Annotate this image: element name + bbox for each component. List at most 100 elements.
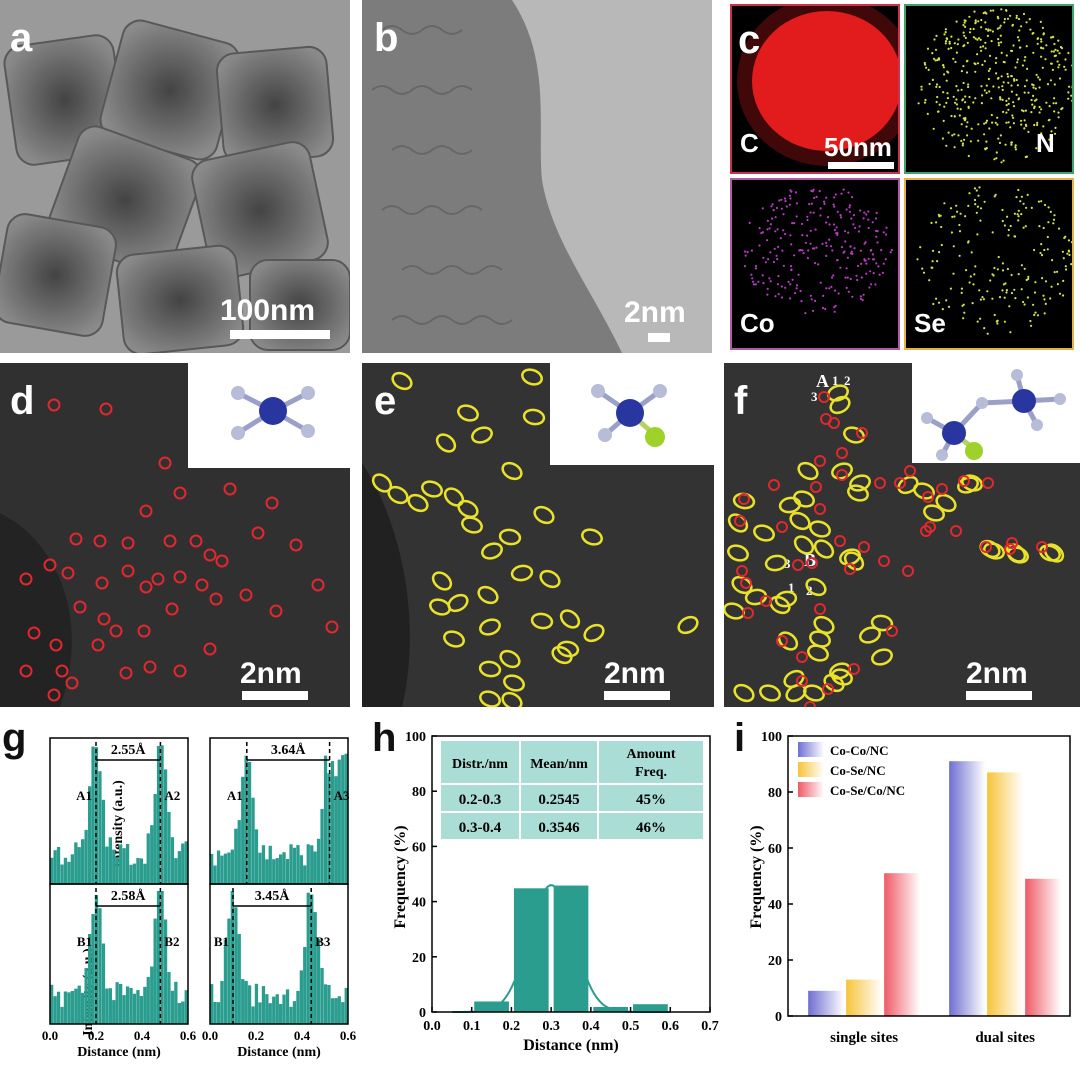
eds-dot: [780, 296, 784, 299]
eds-dot: [778, 199, 781, 202]
i-legend-label: Co-Se/NC: [830, 763, 886, 778]
i-y-tick-label: 60: [768, 842, 782, 857]
panel-label-f: f: [734, 379, 748, 423]
eds-dot: [1043, 248, 1046, 252]
g-x-tick-label: 0.2: [88, 1028, 104, 1043]
eds-dot: [751, 277, 754, 280]
eds-dot: [865, 262, 868, 265]
eds-dot: [1012, 116, 1015, 119]
eds-dot: [976, 320, 979, 323]
g-distance-label: 3.64Å: [271, 742, 307, 758]
eds-dot: [870, 283, 873, 286]
eds-dot: [1007, 102, 1010, 105]
eds-dot: [1014, 144, 1017, 147]
eds-dot: [1022, 226, 1025, 229]
g-profile-bar: [334, 776, 338, 884]
eds-dot: [976, 62, 980, 65]
eds-dot: [964, 36, 967, 39]
eds-dot: [1006, 215, 1009, 218]
panel-label-i: i: [734, 716, 746, 760]
eds-dot: [1050, 36, 1053, 39]
g-profile-bar: [184, 990, 188, 1024]
single-site-marker: [936, 483, 948, 495]
eds-dot: [1017, 98, 1020, 101]
g-profile-bar: [227, 852, 231, 884]
scale-bar-b: [648, 333, 670, 342]
eds-dot: [825, 254, 828, 257]
eds-dot: [932, 127, 935, 130]
eds-dot: [867, 226, 870, 230]
eds-dot: [1009, 331, 1012, 334]
eds-dot: [881, 271, 884, 274]
eds-dot: [967, 204, 970, 207]
eds-dot: [959, 212, 962, 215]
eds-dot: [814, 299, 817, 302]
g-profile-bar: [160, 745, 164, 884]
eds-dot: [996, 123, 999, 126]
eds-dot: [809, 242, 812, 245]
g-profile-bar: [115, 857, 119, 884]
eds-dot: [1033, 105, 1036, 108]
single-site-marker: [173, 570, 187, 584]
eds-dot: [789, 197, 792, 200]
eds-dot: [1038, 78, 1041, 81]
eds-dot: [1057, 111, 1060, 114]
eds-dot: [931, 78, 934, 81]
eds-dot: [976, 205, 979, 208]
eds-dot: [1007, 234, 1010, 237]
eds-dot: [1062, 294, 1065, 297]
eds-dot: [985, 140, 988, 143]
scale-bar-f: [966, 691, 1032, 700]
eds-dot: [835, 226, 838, 229]
eds-dot: [990, 97, 993, 100]
dual-site-marker: [522, 408, 546, 426]
eds-dot: [973, 187, 977, 190]
eds-dot: [999, 134, 1002, 137]
eds-dot: [865, 213, 868, 216]
single-site-marker: [65, 676, 79, 690]
eds-dot: [972, 283, 975, 286]
eds-dot: [823, 200, 826, 203]
eds-dot: [1026, 193, 1029, 196]
eds-dot: [962, 45, 965, 48]
eds-dot: [1025, 45, 1028, 48]
eds-dot: [825, 196, 828, 199]
eds-dot: [941, 137, 944, 140]
eds-dot: [1062, 257, 1065, 260]
eds-dot: [949, 287, 952, 290]
g-peak-label: A2: [164, 788, 180, 803]
eds-dot: [993, 266, 996, 270]
eds-dot: [977, 37, 981, 40]
eds-dot: [810, 202, 813, 205]
eds-dot: [743, 265, 746, 268]
eds-dot: [980, 102, 983, 105]
eds-dot: [1020, 213, 1023, 216]
g-profile-bar: [70, 854, 74, 884]
single-site-marker: [982, 477, 994, 489]
eds-dot: [775, 206, 779, 210]
eds-dot: [1040, 132, 1043, 135]
eds-dot: [943, 105, 946, 108]
g-profile-bar: [153, 918, 157, 1024]
eds-dot: [1054, 48, 1057, 51]
dual-site-marker: [727, 513, 749, 533]
eds-dot: [948, 42, 951, 45]
g-profile-bar: [237, 820, 241, 884]
eds-dot: [1050, 50, 1053, 53]
eds-dot: [962, 24, 965, 27]
eds-dot: [1003, 224, 1006, 227]
single-site-marker: [173, 664, 187, 678]
g-profile-bar: [299, 855, 303, 884]
g-profile-bar: [150, 966, 154, 1024]
i-bar: [846, 979, 883, 1016]
eds-dot: [1049, 210, 1052, 213]
g-profile-bar: [156, 891, 161, 1024]
eds-dot: [783, 197, 787, 200]
i-bar: [808, 990, 845, 1016]
g-profile-bar: [98, 771, 102, 884]
eds-dot: [993, 313, 996, 317]
eds-dot: [818, 190, 821, 193]
h-table-cell-text: 0.2545: [538, 792, 579, 808]
single-site-marker: [93, 534, 107, 548]
eds-dot: [851, 295, 854, 298]
